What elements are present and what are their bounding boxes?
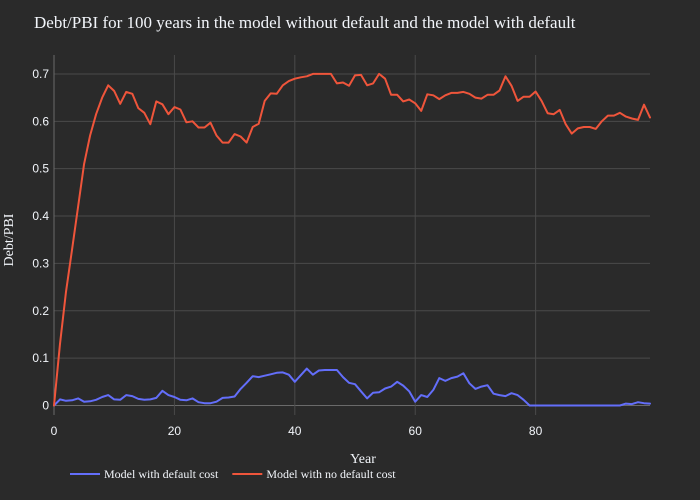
y-tick-label: 0.7 bbox=[32, 67, 49, 81]
chart-title: Debt/PBI for 100 years in the model with… bbox=[34, 13, 576, 32]
x-tick-label: 60 bbox=[409, 424, 423, 438]
x-tick-label: 0 bbox=[51, 424, 58, 438]
y-tick-label: 0.6 bbox=[32, 114, 49, 128]
y-axis-title: Debt/PBI bbox=[2, 213, 17, 266]
series-line-1 bbox=[53, 367, 651, 407]
y-tick-label: 0 bbox=[42, 399, 49, 413]
y-tick-label: 0.1 bbox=[32, 351, 49, 365]
legend: Model with default cost Model with no def… bbox=[70, 467, 396, 481]
legend-label: Model with default cost bbox=[104, 467, 219, 481]
gridlines bbox=[53, 55, 650, 415]
legend-label: Model with no default cost bbox=[266, 467, 396, 481]
y-tick-label: 0.3 bbox=[32, 256, 49, 270]
x-tick-label: 80 bbox=[529, 424, 543, 438]
series-line-2 bbox=[53, 72, 651, 407]
x-axis-title: Year bbox=[350, 452, 376, 467]
x-tick-label: 40 bbox=[288, 424, 302, 438]
tick-labels: 0 0.1 0.2 0.3 0.4 0.5 0.6 0.7 0 20 40 60 80 bbox=[32, 67, 542, 438]
y-tick-label: 0.5 bbox=[32, 162, 49, 176]
plot-area bbox=[53, 72, 651, 407]
y-tick-label: 0.4 bbox=[32, 209, 49, 223]
x-tick-label: 20 bbox=[168, 424, 182, 438]
y-tick-label: 0.2 bbox=[32, 304, 49, 318]
